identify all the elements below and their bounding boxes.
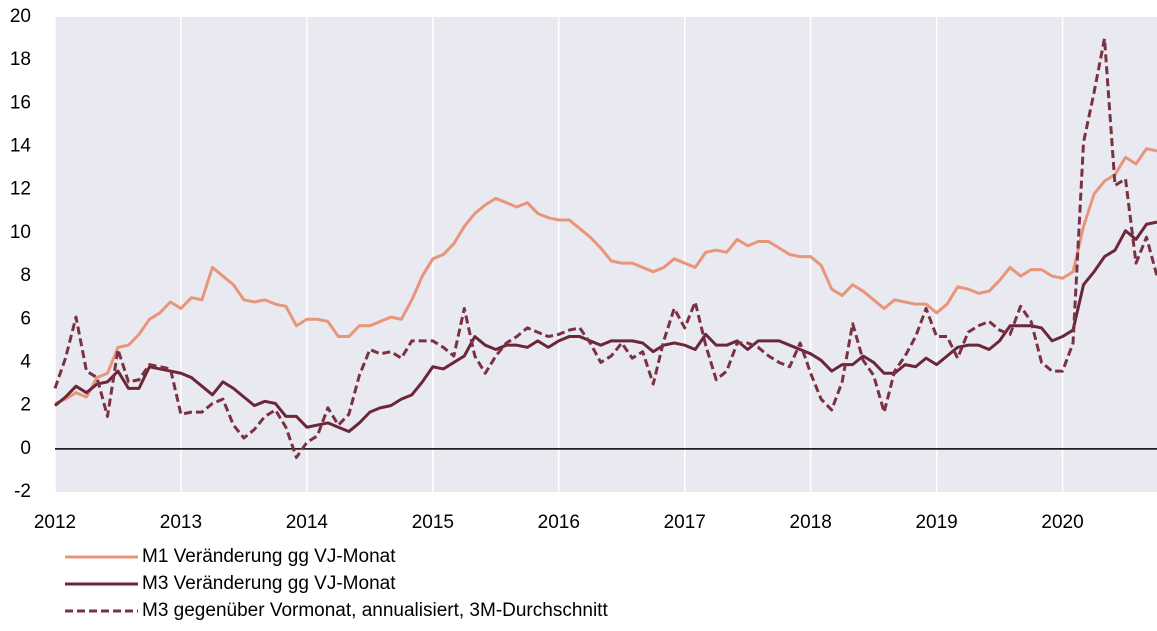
- x-tick-label: 2013: [160, 512, 202, 533]
- y-tick-label: 10: [10, 222, 31, 243]
- y-tick-label: 20: [10, 6, 31, 27]
- series-line: [54, 220, 1157, 434]
- legend-label: M3 gegenüber Vormonat, annualisiert, 3M-…: [142, 600, 608, 621]
- y-tick-label: 4: [20, 351, 31, 372]
- x-tick-label: 2018: [790, 512, 832, 533]
- legend-label: M1 Veränderung gg VJ-Monat: [142, 546, 396, 567]
- x-tick-label: 2017: [664, 512, 706, 533]
- x-tick-label: 2016: [538, 512, 580, 533]
- x-tick-label: 2015: [412, 512, 454, 533]
- y-tick-label: 0: [20, 438, 31, 459]
- y-tick-label: 16: [10, 92, 31, 113]
- y-tick-label: -2: [14, 481, 31, 502]
- y-tick-label: 8: [20, 265, 31, 286]
- legend-label: M3 Veränderung gg VJ-Monat: [142, 573, 396, 594]
- series-line: [53, 37, 1157, 459]
- y-tick-label: 6: [20, 308, 31, 329]
- y-tick-label: 2: [20, 395, 31, 416]
- y-tick-label: 14: [10, 136, 32, 157]
- x-tick-label: 2012: [34, 512, 76, 533]
- series-line: [54, 147, 1157, 405]
- x-tick-label: 2019: [915, 512, 957, 533]
- x-tick-label: 2014: [286, 512, 329, 533]
- y-tick-label: 12: [10, 179, 31, 200]
- x-tick-label: 2020: [1041, 512, 1083, 533]
- y-tick-label: 18: [10, 49, 31, 70]
